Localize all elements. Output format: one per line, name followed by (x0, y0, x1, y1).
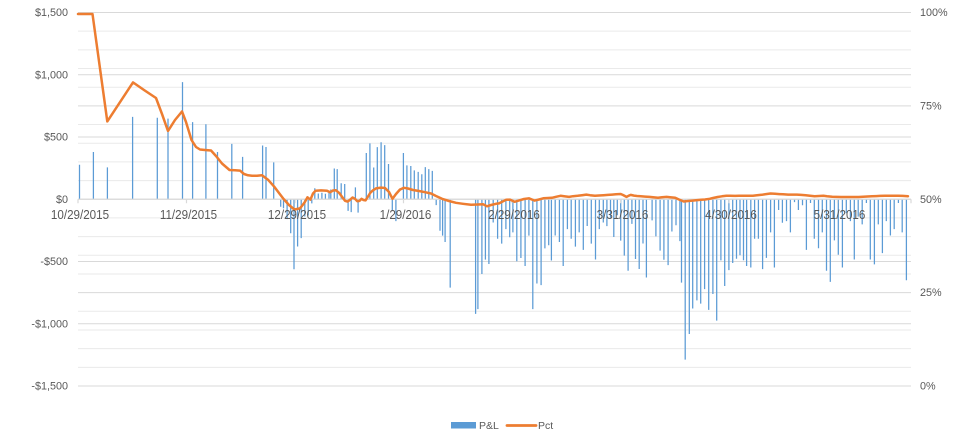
svg-text:100%: 100% (920, 7, 948, 19)
svg-text:$1,000: $1,000 (35, 69, 68, 81)
svg-text:1/29/2016: 1/29/2016 (380, 207, 432, 221)
svg-text:25%: 25% (920, 287, 942, 299)
svg-text:4/30/2016: 4/30/2016 (705, 207, 757, 221)
svg-text:0%: 0% (920, 381, 936, 393)
svg-text:75%: 75% (920, 100, 942, 112)
svg-text:-$1,000: -$1,000 (31, 318, 68, 330)
svg-text:Pct: Pct (538, 420, 553, 432)
svg-text:$1,500: $1,500 (35, 7, 68, 19)
svg-text:2/29/2016: 2/29/2016 (488, 207, 540, 221)
svg-text:-$1,500: -$1,500 (31, 381, 68, 393)
svg-text:10/29/2015: 10/29/2015 (51, 207, 109, 221)
svg-text:3/31/2016: 3/31/2016 (597, 207, 649, 221)
svg-text:$500: $500 (44, 132, 68, 144)
svg-text:12/29/2015: 12/29/2015 (268, 207, 326, 221)
svg-text:-$500: -$500 (40, 256, 68, 268)
svg-text:$0: $0 (56, 194, 68, 206)
svg-text:11/29/2015: 11/29/2015 (160, 207, 218, 221)
svg-text:50%: 50% (920, 194, 942, 206)
svg-text:5/31/2016: 5/31/2016 (814, 207, 866, 221)
svg-text:P&L: P&L (479, 420, 499, 432)
